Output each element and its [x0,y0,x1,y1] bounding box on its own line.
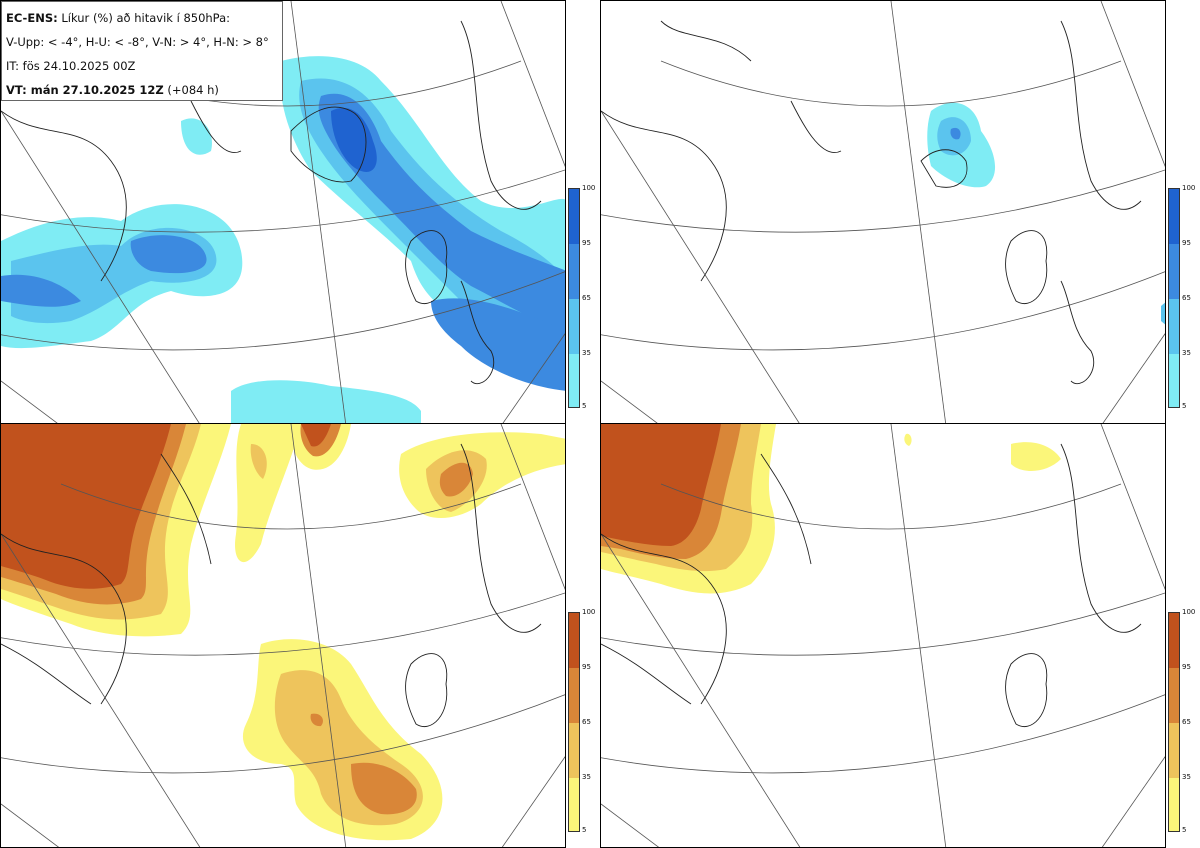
probability-map [601,424,1165,847]
product-title: Líkur (%) að hitavik í 850hPa: [57,11,231,25]
threshold-legend: V-Upp: < -4°, H-U: < -8°, V-N: > 4°, H-N… [6,35,269,49]
colorbar-warm-left [568,612,580,832]
valid-time: VT: mán 27.10.2025 12Z [6,83,164,97]
probability-map [1,1,565,424]
forecast-info-box: EC-ENS: Líkur (%) að hitavik í 850hPa: V… [1,1,283,101]
map-panel-warm-4 [0,423,566,848]
map-panel-cold-8 [600,0,1166,425]
map-panel-cold-4: EC-ENS: Líkur (%) að hitavik í 850hPa: V… [0,0,566,425]
lead-time: (+084 h) [163,83,219,97]
probability-map [1,424,565,847]
init-time: IT: fös 24.10.2025 00Z [6,59,136,73]
colorbar-cold-left [568,188,580,408]
colorbar-warm-right [1168,612,1180,832]
model-name: EC-ENS: [6,11,58,25]
probability-map [601,1,1165,424]
map-panel-warm-8 [600,423,1166,848]
colorbar-cold-right [1168,188,1180,408]
